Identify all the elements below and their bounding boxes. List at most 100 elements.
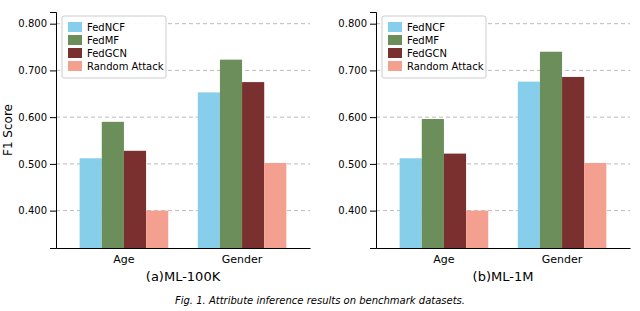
tick: Age	[433, 248, 455, 266]
tick-label: Age	[433, 253, 455, 266]
legend-label: FedNCF	[407, 22, 445, 33]
legend-swatch	[388, 22, 402, 32]
tick: Gender	[222, 248, 263, 266]
bar	[400, 158, 422, 248]
tick-label: 0.700	[338, 65, 367, 76]
x-axis: Age Gender	[377, 248, 631, 266]
axis-title: (a)ML-100K	[146, 269, 221, 284]
tick-label: Gender	[222, 253, 263, 266]
legend-swatch	[388, 61, 402, 71]
bar	[264, 163, 286, 248]
legend-swatch	[388, 35, 402, 45]
bar	[80, 158, 102, 248]
bar	[102, 122, 124, 248]
legend-item: FedMF	[68, 35, 119, 46]
tick: 0.500	[18, 159, 56, 170]
tick-mark	[50, 211, 56, 212]
panel: 0.400 0.500 0.600 0.700 0.800 Age Gender (b)ML-…	[338, 13, 630, 311]
panel: 0.400 0.500 0.600 0.700 0.800 Age Gender(a)ML-…	[1, 13, 311, 311]
legend-item: Random Attack	[388, 61, 484, 72]
bars	[80, 60, 287, 248]
tick-mark	[50, 70, 56, 71]
legend-swatch	[68, 48, 82, 58]
tick-label: 0.500	[18, 159, 47, 170]
tick-mark	[370, 117, 376, 118]
tick: Age	[113, 248, 135, 266]
bar	[242, 82, 264, 248]
legend-swatch	[68, 61, 82, 71]
tick-mark	[50, 164, 56, 165]
grid-line	[56, 117, 310, 118]
tick-label: 0.700	[18, 65, 47, 76]
legend-item: FedNCF	[388, 22, 445, 33]
y-axis: 0.400 0.500 0.600 0.700 0.800	[338, 13, 376, 249]
bar	[198, 92, 220, 248]
legend-item: FedGCN	[68, 48, 127, 59]
axis-line	[57, 248, 311, 249]
tick: 0.800	[338, 18, 376, 29]
legend-label: Random Attack	[87, 61, 164, 72]
axis-title: F1 Score	[1, 104, 15, 156]
axis-title: (b)ML-1M	[473, 269, 534, 284]
tick-mark	[370, 24, 376, 25]
tick-label: Age	[113, 253, 135, 266]
bar	[584, 163, 606, 248]
caption: Fig. 1. Attribute inference results on b…	[175, 295, 465, 306]
legend-label: FedNCF	[87, 22, 125, 33]
bar	[540, 52, 562, 248]
legend-swatch	[68, 35, 82, 45]
bar	[220, 60, 242, 248]
tick-mark	[50, 24, 56, 25]
tick: 0.700	[338, 65, 376, 76]
bar	[562, 77, 584, 248]
bar	[518, 82, 540, 248]
legend-box	[62, 16, 166, 78]
tick: 0.500	[338, 159, 376, 170]
bar	[124, 151, 146, 248]
legend-swatch	[388, 48, 402, 58]
legend-item: FedGCN	[388, 48, 447, 59]
bar	[444, 154, 466, 248]
tick: Gender	[542, 248, 583, 266]
bar	[146, 211, 168, 248]
tick: 0.700	[18, 65, 56, 76]
x-axis: Age Gender	[57, 248, 311, 266]
legend-swatch	[68, 22, 82, 32]
tick-label: 0.600	[18, 112, 47, 123]
tick-mark	[50, 117, 56, 118]
grid-line	[376, 117, 630, 118]
tick-mark	[370, 164, 376, 165]
y-axis: 0.400 0.500 0.600 0.700 0.800	[18, 13, 56, 249]
tick: 0.400	[338, 205, 376, 216]
legend: FedNCF FedMF FedGCN Random Attack	[382, 16, 486, 78]
legend-item: FedNCF	[68, 22, 125, 33]
legend-label: Random Attack	[407, 61, 484, 72]
legend-label: FedMF	[87, 35, 119, 46]
tick: 0.600	[18, 112, 56, 123]
legend-label: FedGCN	[87, 48, 127, 59]
tick: 0.800	[18, 18, 56, 29]
bar	[422, 119, 444, 248]
tick-label: 0.400	[18, 205, 47, 216]
legend-item: Random Attack	[68, 61, 164, 72]
tick-mark	[370, 211, 376, 212]
bars	[400, 52, 607, 248]
tick-mark	[370, 70, 376, 71]
tick-label: 0.800	[338, 18, 367, 29]
tick-label: 0.500	[338, 159, 367, 170]
tick-label: Gender	[542, 253, 583, 266]
legend: FedNCF FedMF FedGCN Random Attack	[62, 16, 166, 78]
tick: 0.400	[18, 205, 56, 216]
tick: 0.600	[338, 112, 376, 123]
figure: 0.4000.5000.6000.7000.800AgeGender(a)ML-…	[0, 0, 640, 311]
tick-label: 0.800	[18, 18, 47, 29]
legend-box	[382, 16, 486, 78]
axis-line	[377, 248, 631, 249]
legend-label: FedGCN	[407, 48, 447, 59]
tick-label: 0.400	[338, 205, 367, 216]
axis-line	[50, 13, 57, 249]
axis-line	[370, 13, 377, 249]
legend-label: FedMF	[407, 35, 439, 46]
bar	[466, 211, 488, 248]
legend-item: FedMF	[388, 35, 439, 46]
